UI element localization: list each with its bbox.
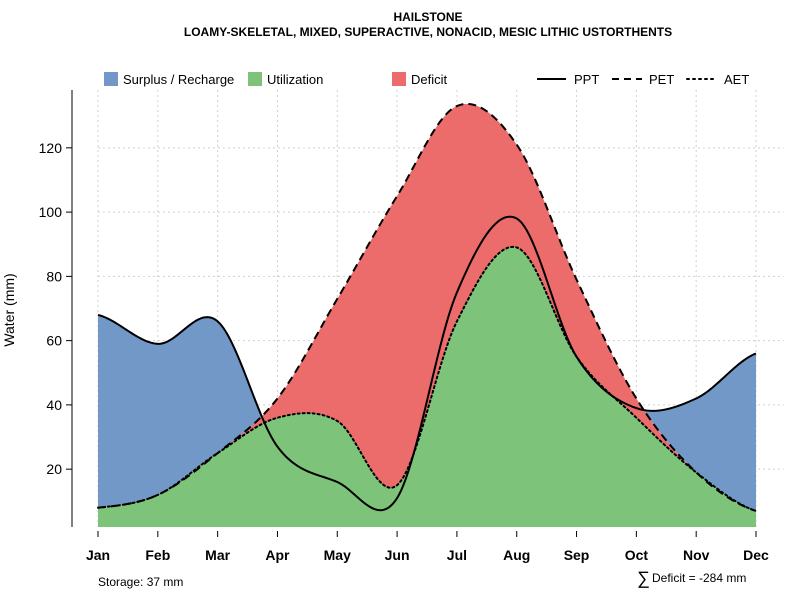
- plot-area: [97, 90, 784, 527]
- legend: Surplus / Recharge Utilization Deficit P…: [104, 72, 749, 87]
- x-tick-label: Jan: [86, 547, 110, 563]
- legend-swatch-deficit: [392, 72, 406, 86]
- x-tick-label: Nov: [683, 547, 710, 563]
- x-tick-label: Jun: [385, 547, 410, 563]
- x-tick-label: Jul: [447, 547, 467, 563]
- y-tick-label: 20: [46, 461, 62, 477]
- deficit-area: [98, 103, 756, 511]
- chart-subtitle: LOAMY-SKELETAL, MIXED, SUPERACTIVE, NONA…: [184, 25, 672, 39]
- deficit-annotation: Deficit = -284 mm: [652, 571, 746, 585]
- legend-label-pet: PET: [649, 72, 674, 87]
- legend-label-surplus: Surplus / Recharge: [123, 72, 234, 87]
- x-tick-label: Oct: [625, 547, 649, 563]
- y-tick-label: 100: [39, 204, 63, 220]
- axes: 20 40 60 80 100 120 Jan Feb Mar Apr May Jun Jul Aug Se…: [39, 90, 769, 563]
- legend-label-deficit: Deficit: [411, 72, 448, 87]
- utilization-area: [98, 246, 756, 527]
- storage-annotation: Storage: 37 mm: [98, 575, 183, 589]
- x-tick-label: Apr: [265, 547, 290, 563]
- surplus-area: [98, 103, 756, 511]
- legend-swatch-surplus: [104, 72, 118, 86]
- x-tick-label: Sep: [564, 547, 590, 563]
- chart-title: HAILSTONE: [393, 10, 462, 24]
- sum-symbol: ∑: [637, 568, 650, 588]
- legend-label-utilization: Utilization: [267, 72, 323, 87]
- x-tick-label: May: [324, 547, 351, 563]
- ppt-line: [97, 215, 757, 512]
- legend-label-aet: AET: [724, 72, 749, 87]
- y-tick-label: 80: [46, 268, 62, 284]
- x-tick-label: Mar: [205, 547, 230, 563]
- x-tick-label: Dec: [743, 547, 769, 563]
- y-tick-label: 40: [46, 397, 62, 413]
- legend-swatch-utilization: [248, 72, 262, 86]
- y-tick-label: 120: [39, 140, 63, 156]
- legend-label-ppt: PPT: [574, 72, 599, 87]
- x-tick-label: Aug: [503, 547, 530, 563]
- aet-line: [97, 245, 757, 512]
- x-tick-label: Feb: [145, 547, 170, 563]
- y-tick-label: 60: [46, 333, 62, 349]
- y-axis-label: Water (mm): [1, 273, 17, 346]
